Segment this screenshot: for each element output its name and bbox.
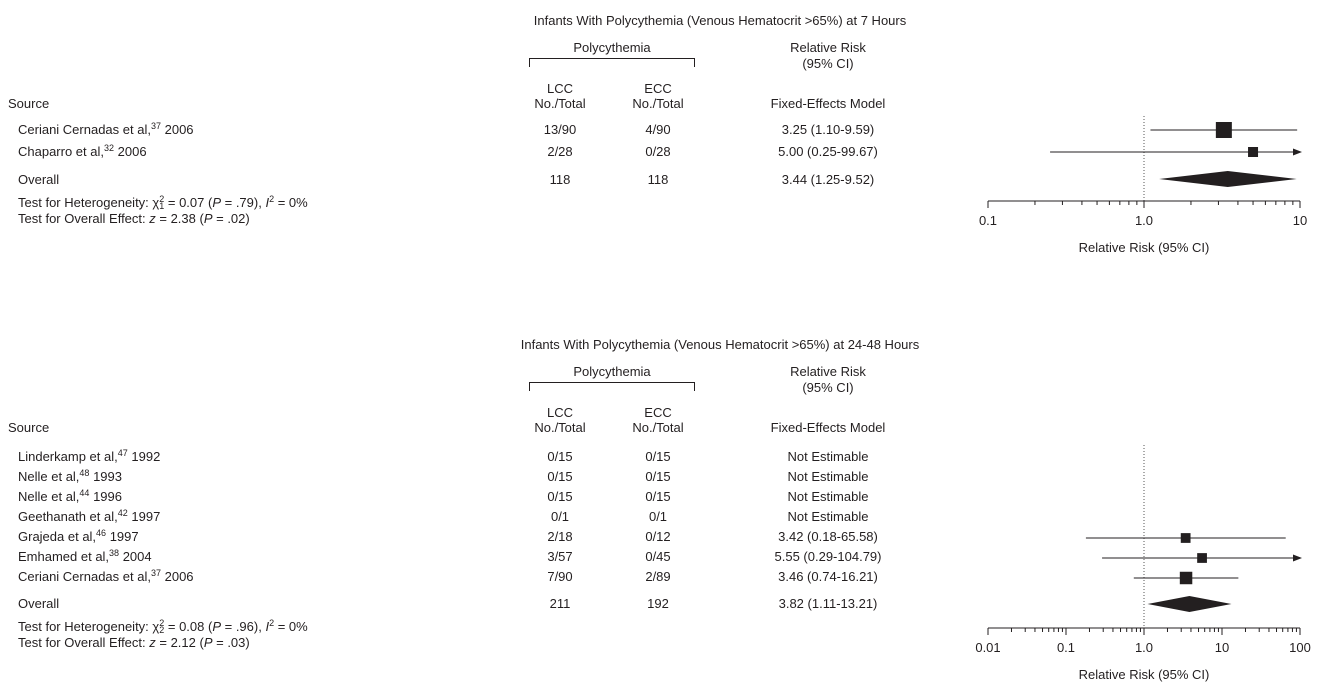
col-lcc-subheader: No./Total xyxy=(534,420,586,435)
tick-label: 0.01 xyxy=(975,640,1000,655)
study-source: Chaparro et al,32 2006 xyxy=(18,143,147,160)
point-estimate-box xyxy=(1197,553,1207,563)
overall-ecc: 192 xyxy=(647,596,669,611)
study-ecc: 0/15 xyxy=(645,449,671,464)
overall-rr: 3.82 (1.11-13.21) xyxy=(778,596,878,611)
overall-rr: 3.44 (1.25-9.52) xyxy=(781,172,875,187)
study-source: Linderkamp et al,47 1992 xyxy=(18,448,161,465)
x-axis-label: Relative Risk (95% CI) xyxy=(1079,667,1210,682)
study-ecc: 0/45 xyxy=(645,549,671,564)
forest-panel-24-48-hours: Infants With Polycythemia (Venous Hemato… xyxy=(0,0,1320,682)
ci-arrow xyxy=(1293,554,1302,562)
tick-label: 10 xyxy=(1293,213,1307,228)
tick-label: 100 xyxy=(1289,640,1311,655)
overall-diamond xyxy=(1147,596,1232,612)
rr-header-line-1: Relative Risk xyxy=(790,40,866,55)
study-rr: 3.46 (0.74-16.21) xyxy=(778,569,878,584)
rr-header-line-2: (95% CI) xyxy=(802,56,854,71)
col-ecc-header: ECC xyxy=(644,81,672,96)
heterogeneity-test: Test for Heterogeneity: χ21 = 0.07 (P = … xyxy=(18,194,308,211)
study-source: Nelle et al,44 1996 xyxy=(18,488,122,505)
study-ecc: 0/12 xyxy=(645,529,671,544)
study-ecc: 0/1 xyxy=(648,509,668,524)
study-ecc: 0/15 xyxy=(645,489,671,504)
study-lcc: 13/90 xyxy=(543,122,577,137)
study-source: Geethanath et al,42 1997 xyxy=(18,508,161,525)
overall-ecc: 118 xyxy=(647,172,669,187)
source-header: Source xyxy=(8,420,50,435)
study-lcc: 0/15 xyxy=(547,489,573,504)
model-header: Fixed-Effects Model xyxy=(770,96,886,111)
group-bracket xyxy=(529,58,695,67)
study-rr: 3.25 (1.10-9.59) xyxy=(781,122,875,137)
study-rr: 3.42 (0.18-65.58) xyxy=(778,529,878,544)
tick-label: 10 xyxy=(1215,640,1229,655)
study-lcc: 0/15 xyxy=(547,469,573,484)
study-lcc: 2/28 xyxy=(547,144,573,159)
point-estimate-box xyxy=(1248,147,1259,157)
point-estimate-box xyxy=(1179,571,1193,585)
study-source: Nelle et al,48 1993 xyxy=(18,468,122,485)
col-lcc-header: LCC xyxy=(546,405,574,420)
overall-effect-test: Test for Overall Effect: z = 2.12 (P = .… xyxy=(18,635,250,650)
study-rr: 5.55 (0.29-104.79) xyxy=(774,549,882,564)
overall-label: Overall xyxy=(18,172,60,187)
col-ecc-subheader: No./Total xyxy=(632,420,684,435)
tick-label: 0.1 xyxy=(1057,640,1075,655)
study-rr: 5.00 (0.25-99.67) xyxy=(778,144,878,159)
x-axis-label: Relative Risk (95% CI) xyxy=(1079,240,1210,255)
study-lcc: 2/18 xyxy=(547,529,573,544)
rr-header-line-2: (95% CI) xyxy=(802,380,854,395)
overall-lcc: 118 xyxy=(549,172,571,187)
overall-label: Overall xyxy=(18,596,60,611)
heterogeneity-test: Test for Heterogeneity: χ22 = 0.08 (P = … xyxy=(18,618,308,635)
source-header: Source xyxy=(8,96,50,111)
ci-arrow xyxy=(1293,148,1302,156)
overall-diamond xyxy=(1159,171,1297,187)
study-ecc: 2/89 xyxy=(645,569,671,584)
study-lcc: 0/1 xyxy=(550,509,570,524)
point-estimate-box xyxy=(1180,533,1191,543)
tick-label: 1.0 xyxy=(1135,640,1153,655)
tick-label: 0.1 xyxy=(979,213,997,228)
study-rr: Not Estimable xyxy=(787,469,869,484)
overall-effect-test: Test for Overall Effect: z = 2.38 (P = .… xyxy=(18,211,250,226)
study-source: Grajeda et al,46 1997 xyxy=(18,528,139,545)
study-source: Ceriani Cernadas et al,37 2006 xyxy=(18,121,194,138)
chart-title: Infants With Polycythemia (Venous Hemato… xyxy=(520,337,920,352)
chart-title: Infants With Polycythemia (Venous Hemato… xyxy=(533,13,907,28)
study-lcc: 7/90 xyxy=(547,569,573,584)
study-lcc: 3/57 xyxy=(547,549,573,564)
study-rr: Not Estimable xyxy=(787,489,869,504)
forest-panel-7-hours: Infants With Polycythemia (Venous Hemato… xyxy=(0,0,1320,340)
study-ecc: 4/90 xyxy=(645,122,671,137)
tick-label: 1.0 xyxy=(1135,213,1153,228)
point-estimate-box xyxy=(1215,122,1232,138)
study-rr: Not Estimable xyxy=(787,509,869,524)
group-header: Polycythemia xyxy=(573,364,651,379)
col-lcc-subheader: No./Total xyxy=(534,96,586,111)
group-bracket xyxy=(529,382,695,391)
study-source: Ceriani Cernadas et al,37 2006 xyxy=(18,568,194,585)
rr-header-line-1: Relative Risk xyxy=(790,364,866,379)
col-ecc-header: ECC xyxy=(644,405,672,420)
study-lcc: 0/15 xyxy=(547,449,573,464)
study-rr: Not Estimable xyxy=(787,449,869,464)
study-source: Emhamed et al,38 2004 xyxy=(18,548,152,565)
overall-lcc: 211 xyxy=(549,596,571,611)
forest-plot: 0.1 1.0 10 Relative Risk (95% CI) xyxy=(979,116,1307,255)
model-header: Fixed-Effects Model xyxy=(770,420,886,435)
study-ecc: 0/28 xyxy=(645,144,671,159)
study-ecc: 0/15 xyxy=(645,469,671,484)
col-ecc-subheader: No./Total xyxy=(632,96,684,111)
col-lcc-header: LCC xyxy=(546,81,574,96)
group-header: Polycythemia xyxy=(573,40,651,55)
